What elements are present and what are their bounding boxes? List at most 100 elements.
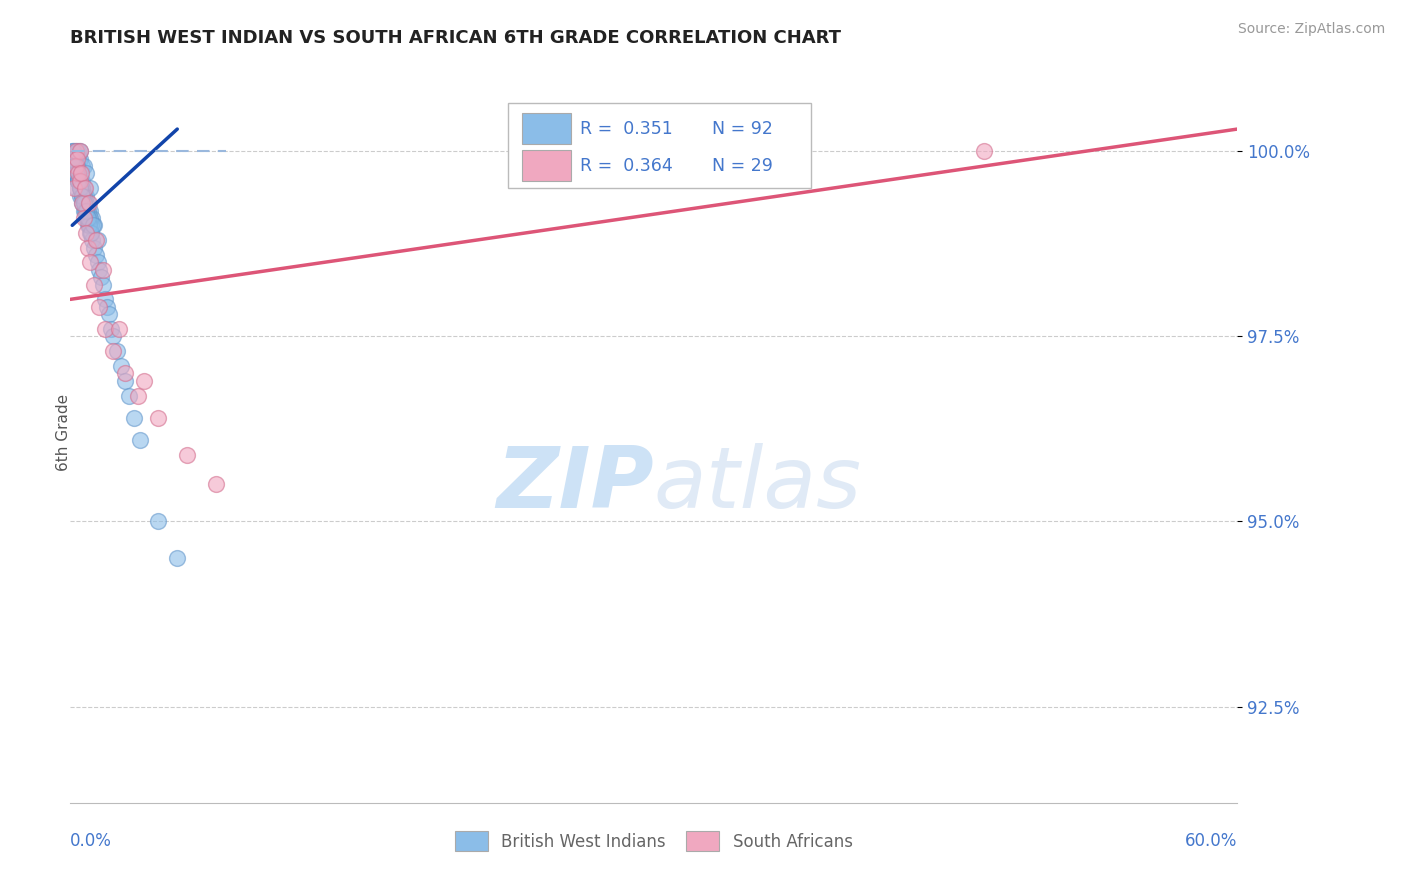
Point [73,196,96,211]
Point [77,196,100,211]
Point [83,241,105,255]
Point [63,159,86,173]
Point [60,145,83,159]
Point [63,145,86,159]
Point [75,226,97,240]
Point [70,196,93,211]
Point [65,167,87,181]
Point [72,188,94,202]
Point [69,181,91,195]
Point [77,211,100,225]
Point [114,374,136,388]
Point [62,159,84,173]
Point [65,159,87,173]
Point [66,167,89,181]
Legend: British West Indians, South Africans: British West Indians, South Africans [449,825,859,857]
Point [75,167,97,181]
Point [94,322,117,336]
Point [60,159,83,173]
Point [75,203,97,218]
Point [146,410,169,425]
Point [63,152,86,166]
Point [67,174,90,188]
Point [89,300,111,314]
Point [127,389,149,403]
Point [66,174,89,188]
Point [70,196,93,211]
Point [80,211,103,225]
Point [105,344,128,359]
Point [93,262,115,277]
Point [96,300,118,314]
Text: R =  0.351: R = 0.351 [581,120,673,138]
Point [62,145,84,159]
Point [134,374,156,388]
Point [176,448,198,462]
Point [75,196,97,211]
Point [70,167,93,181]
Point [65,145,87,159]
Point [67,174,90,188]
Point [66,152,89,166]
Point [65,159,87,173]
Point [83,219,105,233]
Point [101,329,124,343]
Point [65,167,87,181]
Text: 0.0%: 0.0% [70,832,112,850]
Point [77,203,100,218]
Point [205,477,228,491]
Text: atlas: atlas [654,443,862,526]
Point [69,181,91,195]
Text: N = 92: N = 92 [713,120,773,138]
FancyBboxPatch shape [522,150,571,181]
Point [67,167,90,181]
Point [73,211,96,225]
Point [86,233,108,247]
Point [73,196,96,211]
Point [98,307,121,321]
Point [79,219,101,233]
Point [63,167,86,181]
Point [70,159,93,173]
Point [79,211,101,225]
Point [65,145,87,159]
Text: N = 29: N = 29 [713,157,773,175]
Point [79,255,101,269]
Point [72,181,94,195]
Point [84,248,107,262]
Point [75,188,97,202]
Text: 60.0%: 60.0% [1185,832,1237,850]
Point [67,152,90,166]
Point [62,152,84,166]
Point [80,226,103,240]
Point [69,174,91,188]
Point [79,203,101,218]
Point [166,551,188,566]
Point [76,241,98,255]
Point [73,159,96,173]
Point [101,344,124,359]
Point [90,270,112,285]
Point [89,262,111,277]
Point [76,211,98,225]
Text: ZIP: ZIP [496,443,654,526]
Point [114,367,136,381]
Point [146,515,169,529]
Text: Source: ZipAtlas.com: Source: ZipAtlas.com [1237,22,1385,37]
Point [67,145,90,159]
Point [67,174,90,188]
Point [73,203,96,218]
Point [86,255,108,269]
Text: BRITISH WEST INDIAN VS SOUTH AFRICAN 6TH GRADE CORRELATION CHART: BRITISH WEST INDIAN VS SOUTH AFRICAN 6TH… [70,29,841,47]
Point [70,174,93,188]
Point [76,196,98,211]
Point [94,293,117,307]
Point [100,322,122,336]
Y-axis label: 6th Grade: 6th Grade [56,394,70,471]
Point [73,188,96,202]
FancyBboxPatch shape [522,112,571,144]
Point [63,159,86,173]
Point [80,233,103,247]
Point [69,145,91,159]
Point [83,277,105,292]
